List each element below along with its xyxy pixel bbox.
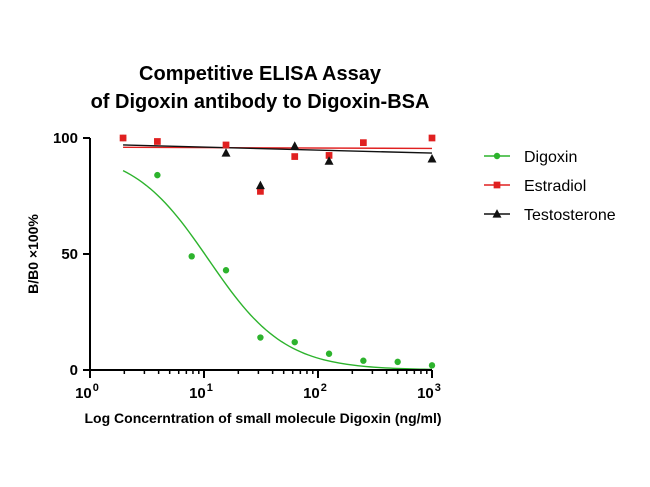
data-point-estradiol xyxy=(154,138,161,145)
data-point-digoxin xyxy=(360,357,367,364)
y-tick-label: 0 xyxy=(70,362,78,379)
data-point-digoxin xyxy=(291,338,298,346)
plot-area xyxy=(119,134,437,371)
x-tick-label: 102 xyxy=(303,382,327,402)
data-point-digoxin xyxy=(325,350,333,357)
x-axis-ticks: 100 101 102 103 xyxy=(75,370,441,402)
chart-title-line-1: Competitive ELISA Assay xyxy=(139,63,382,85)
data-point-digoxin xyxy=(222,267,230,274)
legend-label-estradiol: Estradiol xyxy=(524,178,586,195)
data-point-digoxin xyxy=(154,171,161,179)
legend-label-digoxin: Digoxin xyxy=(524,149,577,166)
fit-line-testosterone xyxy=(123,144,433,154)
data-point-testosterone xyxy=(255,180,265,190)
y-axis-ticks: 0 50 100 xyxy=(53,130,90,379)
x-tick-exponent: 3 xyxy=(435,382,441,394)
data-point-estradiol xyxy=(291,153,299,160)
data-points xyxy=(119,134,437,369)
y-axis-label: B/B0 ×100% xyxy=(25,214,41,294)
data-point-estradiol xyxy=(222,141,230,149)
data-point-estradiol xyxy=(428,134,436,142)
x-axis-label: Log Concerntration of small molecule Dig… xyxy=(84,410,441,426)
data-point-testosterone xyxy=(290,141,300,150)
legend-label-testosterone: Testosterone xyxy=(524,207,616,224)
data-point-testosterone xyxy=(221,148,231,157)
fit-line-estradiol xyxy=(123,146,433,150)
x-tick-exponent: 0 xyxy=(93,382,99,394)
legend-marker-testosterone xyxy=(492,209,502,218)
x-tick-label: 103 xyxy=(417,382,441,402)
fit-curve-digoxin xyxy=(122,170,433,371)
legend-marker-digoxin xyxy=(493,152,501,160)
data-point-estradiol xyxy=(360,139,367,146)
x-tick-base: 10 xyxy=(417,385,434,402)
x-tick-base: 10 xyxy=(303,385,320,402)
fit-lines xyxy=(122,144,433,371)
data-point-digoxin xyxy=(188,253,195,260)
data-point-estradiol xyxy=(325,152,333,159)
data-point-testosterone xyxy=(427,153,437,163)
data-point-testosterone xyxy=(324,156,334,165)
data-point-estradiol xyxy=(257,188,264,195)
y-tick-label: 100 xyxy=(53,130,78,147)
legend: Digoxin Estradiol Testosterone xyxy=(484,149,616,224)
y-tick-label: 50 xyxy=(61,246,78,263)
data-point-estradiol xyxy=(119,134,127,142)
x-tick-exponent: 1 xyxy=(207,382,213,394)
x-tick-base: 10 xyxy=(75,385,92,402)
data-point-digoxin xyxy=(428,362,436,369)
legend-marker-estradiol xyxy=(493,181,501,189)
x-tick-label: 100 xyxy=(75,382,99,402)
data-point-digoxin xyxy=(257,334,264,341)
x-tick-base: 10 xyxy=(189,385,206,402)
data-point-digoxin xyxy=(394,358,401,366)
chart-title-line-2: of Digoxin antibody to Digoxin-BSA xyxy=(91,91,430,113)
x-tick-label: 101 xyxy=(189,382,213,402)
x-tick-exponent: 2 xyxy=(321,382,327,394)
